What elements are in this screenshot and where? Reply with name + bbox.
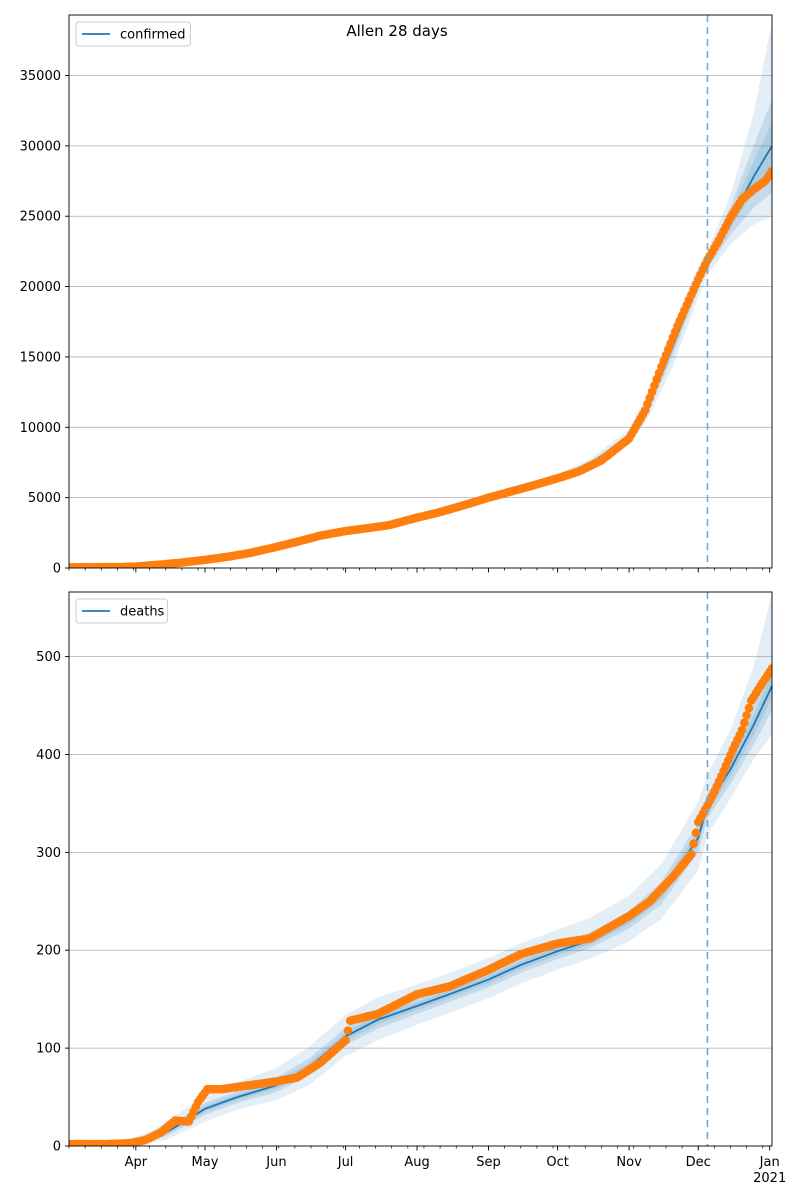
- x-tick-label: Sep: [476, 1155, 501, 1170]
- observed-point: [691, 828, 701, 838]
- observed-point: [737, 725, 747, 735]
- x-tick-label: Oct: [546, 1155, 568, 1170]
- x-tick-label: May: [192, 1155, 219, 1170]
- y-tick-label: 35000: [20, 69, 61, 84]
- x-year-label: 2021: [753, 1171, 786, 1186]
- observed-point: [343, 1026, 353, 1035]
- observed-point: [740, 718, 749, 727]
- x-tick-label: Aug: [404, 1155, 429, 1170]
- observed-series: [69, 166, 772, 568]
- legend: confirmed: [75, 21, 191, 47]
- confirmed-panel: 0 5000 10000 15000 20000 25000 30000 35000 confi…: [20, 14, 773, 577]
- observed-point: [744, 703, 754, 713]
- x-tick-label: Jul: [337, 1155, 354, 1170]
- x-tick-label: Dec: [686, 1155, 711, 1170]
- y-tick-label: 300: [36, 846, 61, 861]
- plot-area: [69, 593, 772, 1146]
- legend-label: deaths: [120, 605, 165, 620]
- y-tick-label: 200: [36, 944, 61, 959]
- observed-point: [767, 664, 772, 673]
- y-tick-label: 25000: [20, 210, 61, 225]
- observed-series: [69, 664, 772, 1146]
- legend-label: confirmed: [120, 28, 186, 43]
- observed-point: [341, 1036, 350, 1045]
- legend-box: [75, 21, 191, 47]
- observed-point: [742, 711, 751, 720]
- axes-frame: [68, 14, 773, 569]
- plot-area: [69, 22, 772, 568]
- y-tick-label: 30000: [20, 139, 61, 154]
- deaths-panel: 0 100 200 300 400 500 Apr May Jun Jul Aug Sep Oct Nov…: [36, 591, 786, 1186]
- y-tick-label: 0: [53, 1140, 61, 1155]
- y-tick-label: 0: [53, 562, 61, 577]
- observed-point: [687, 850, 696, 859]
- y-tick-label: 500: [36, 650, 61, 665]
- observed-point: [689, 839, 698, 848]
- axes-frame: [68, 591, 773, 1147]
- x-tick-label: Jan: [759, 1155, 780, 1170]
- legend-box: [75, 598, 169, 624]
- y-tick-label: 5000: [28, 491, 61, 506]
- x-tick-label: Apr: [125, 1155, 148, 1170]
- y-tick-label: 100: [36, 1042, 61, 1057]
- x-tick-label: Nov: [616, 1155, 642, 1170]
- x-tick-label: Jun: [265, 1155, 286, 1170]
- observed-point: [767, 166, 772, 176]
- y-tick-label: 10000: [20, 421, 61, 436]
- legend: deaths: [75, 598, 169, 624]
- chart-title: Allen 28 days: [346, 22, 448, 40]
- y-tick-label: 15000: [20, 350, 61, 365]
- y-tick-label: 400: [36, 748, 61, 763]
- y-tick-label: 20000: [20, 280, 61, 295]
